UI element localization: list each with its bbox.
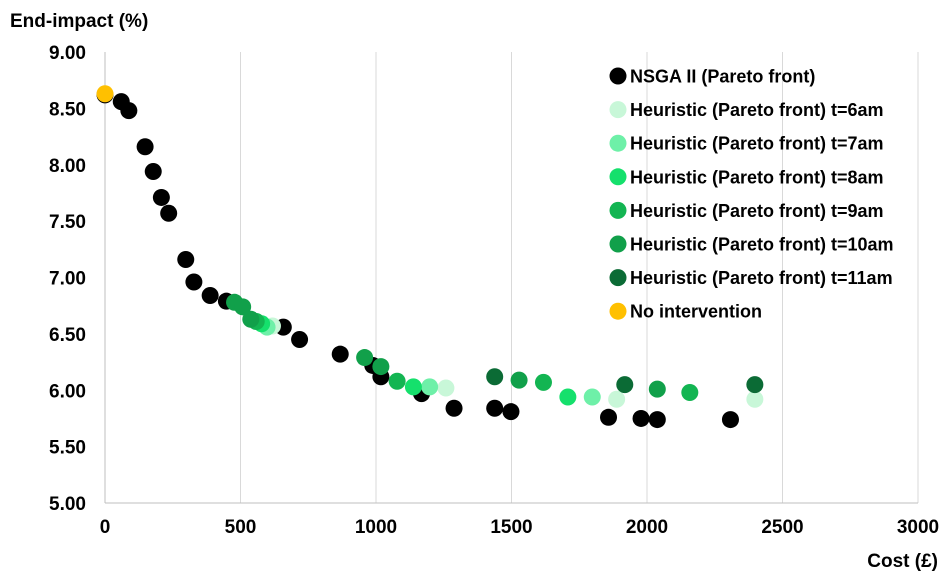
data-point: [404, 378, 422, 396]
legend-label: Heuristic (Pareto front) t=6am: [630, 100, 884, 120]
data-point: [177, 250, 195, 268]
legend-label: Heuristic (Pareto front) t=8am: [630, 167, 884, 187]
y-tick-label: 8.00: [49, 156, 86, 177]
data-point: [437, 379, 455, 397]
data-point: [681, 384, 699, 402]
data-point: [185, 273, 203, 291]
data-point: [421, 378, 439, 396]
legend: NSGA II (Pareto front) Heuristic (Pareto …: [609, 67, 894, 322]
legend-label: No intervention: [630, 302, 762, 322]
data-point: [486, 399, 504, 417]
legend-label: Heuristic (Pareto front) t=7am: [630, 134, 884, 154]
x-tick-label: 1000: [355, 517, 397, 538]
data-points: [96, 85, 764, 429]
legend-marker: [609, 235, 627, 253]
data-point: [242, 310, 260, 328]
y-tick-label: 9.00: [49, 43, 86, 64]
data-point: [372, 358, 390, 376]
legend-marker: [609, 101, 627, 119]
x-tick-label: 2000: [626, 517, 668, 538]
series-points: [96, 85, 114, 103]
y-tick-label: 5.00: [49, 494, 86, 515]
data-point: [201, 287, 219, 305]
gridlines: [240, 52, 919, 503]
x-tick-label: 3000: [897, 517, 939, 538]
data-point: [152, 188, 170, 206]
legend-marker: [609, 302, 627, 320]
data-point: [331, 345, 349, 363]
y-tick-label: 7.50: [49, 212, 86, 233]
data-point: [234, 298, 252, 316]
data-point: [445, 399, 463, 417]
data-point: [136, 138, 154, 156]
x-tick-label: 1500: [490, 517, 532, 538]
x-axis-title: Cost (£): [867, 551, 938, 571]
y-tick-label: 8.50: [49, 99, 86, 120]
legend-label: Heuristic (Pareto front) t=10am: [630, 235, 894, 255]
data-point: [160, 204, 178, 222]
x-tick-label: 2500: [761, 517, 803, 538]
legend-label: Heuristic (Pareto front) t=11am: [630, 268, 893, 288]
series-points: [96, 86, 739, 429]
data-point: [648, 411, 666, 429]
series-points: [226, 293, 666, 398]
series-points: [486, 368, 764, 394]
legend-marker: [609, 168, 627, 186]
data-point: [608, 390, 626, 408]
y-tick-label: 6.50: [49, 325, 86, 346]
axes: [104, 52, 918, 504]
series-points: [253, 315, 577, 406]
legend-label: NSGA II (Pareto front): [630, 67, 815, 87]
legend-marker: [609, 269, 627, 287]
data-point: [721, 411, 739, 429]
x-tick-label: 500: [225, 517, 257, 538]
legend-label: Heuristic (Pareto front) t=9am: [630, 201, 884, 221]
data-point: [510, 371, 528, 389]
data-point: [144, 163, 162, 181]
data-point: [356, 349, 374, 367]
data-point: [120, 102, 138, 120]
data-point: [746, 390, 764, 408]
y-tick-labels: 5.00 5.50 6.00 6.50 7.00 7.50 8.00 8.50 9.00: [49, 43, 86, 515]
y-tick-label: 7.00: [49, 269, 86, 290]
data-point: [534, 373, 552, 391]
data-point: [486, 368, 504, 386]
data-point: [291, 331, 309, 349]
y-tick-label: 6.00: [49, 381, 86, 402]
data-point: [388, 372, 406, 390]
x-tick-label: 0: [100, 517, 111, 538]
legend-marker: [609, 201, 627, 219]
y-tick-label: 5.50: [49, 438, 86, 459]
data-point: [746, 376, 764, 394]
x-tick-labels: 0 500 1000 1500 2000 2500 3000: [100, 517, 939, 538]
data-point: [600, 408, 618, 426]
data-point: [559, 388, 577, 406]
data-point: [583, 388, 601, 406]
legend-marker: [609, 67, 627, 85]
data-point: [632, 409, 650, 427]
data-point: [96, 85, 114, 103]
data-point: [648, 380, 666, 398]
data-point: [502, 403, 520, 421]
legend-marker: [609, 134, 627, 152]
data-point: [616, 376, 634, 394]
series-points: [258, 318, 601, 406]
y-axis-title: End-impact (%): [10, 11, 148, 32]
